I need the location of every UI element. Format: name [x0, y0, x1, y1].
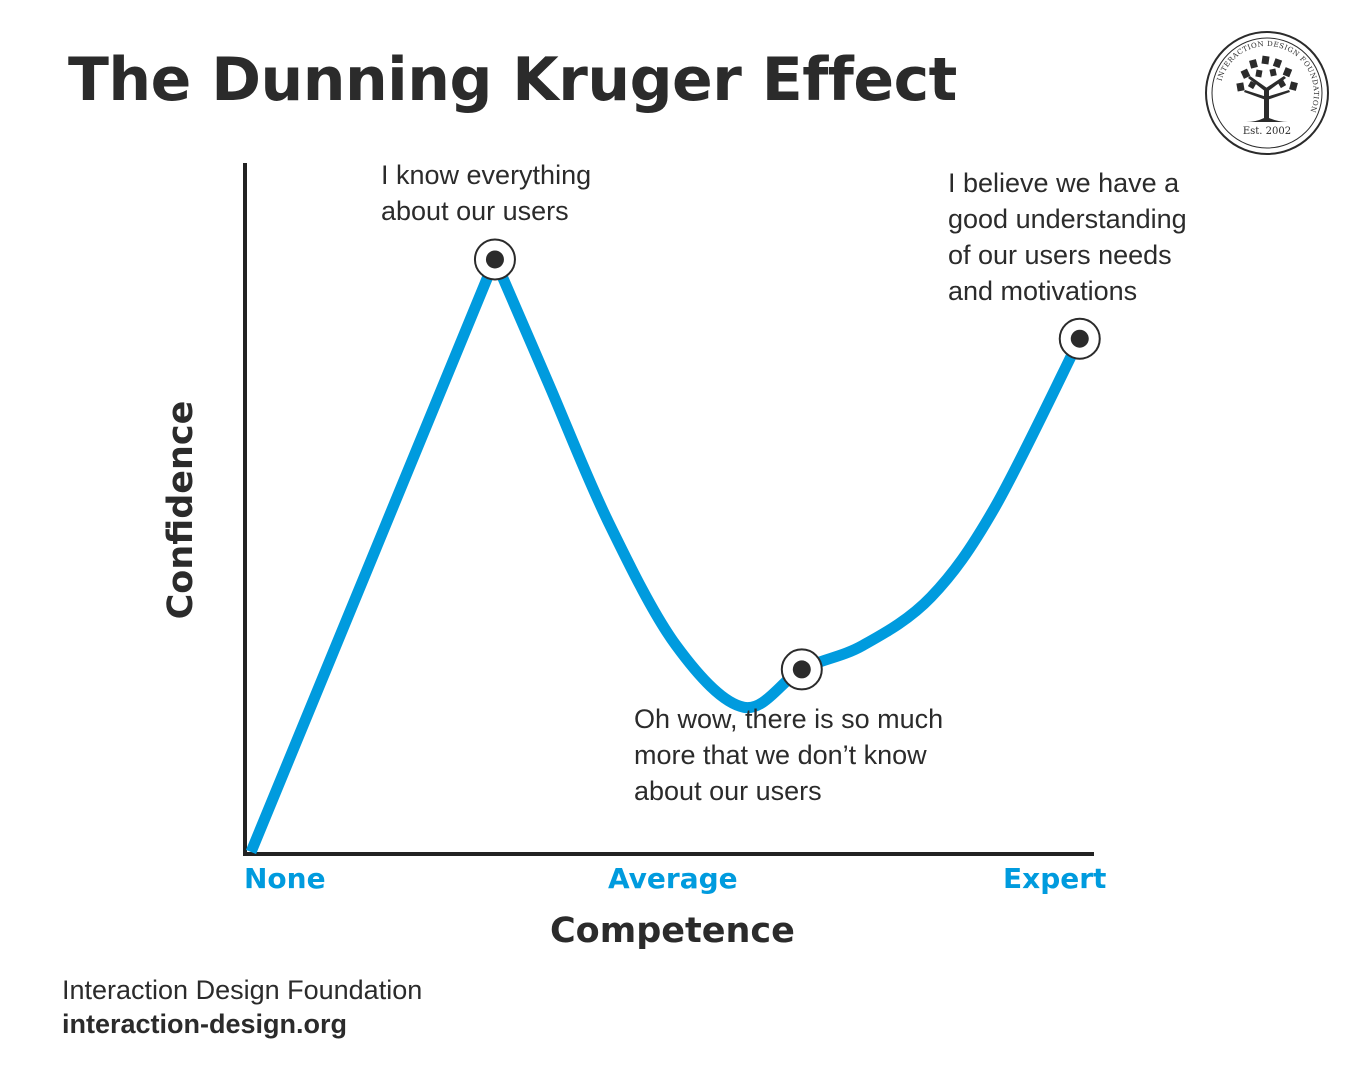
marker-dot-expert — [1070, 329, 1089, 348]
annotation-valley-line-2: more that we don’t know — [634, 740, 927, 770]
logo-est: Est. 2002 — [1243, 126, 1291, 137]
annotation-peak: I know everything about our users — [381, 157, 641, 229]
marked-points — [473, 238, 1101, 691]
annotation-valley-line-3: about our users — [634, 776, 822, 806]
annotation-expert: I believe we have a good understanding of … — [948, 165, 1228, 309]
x-tick-average: Average — [608, 862, 738, 895]
tree-icon — [1236, 55, 1298, 122]
x-axis-label: Competence — [550, 911, 795, 951]
page-title: The Dunning Kruger Effect — [68, 45, 957, 115]
marker-dot-valley — [792, 660, 811, 679]
y-axis-label: Confidence — [161, 400, 201, 620]
confidence-curve — [245, 254, 1085, 855]
annotation-peak-line-2: about our users — [381, 196, 569, 226]
footer-organization: Interaction Design Foundation — [62, 975, 423, 1005]
annotation-expert-line-4: and motivations — [948, 276, 1138, 306]
idf-logo: INTERACTION DESIGN FOUNDATION Est. 2002 — [1205, 31, 1329, 155]
annotation-expert-line-1: I believe we have a — [948, 168, 1180, 198]
annotation-expert-line-2: good understanding — [948, 204, 1187, 234]
annotation-expert-line-3: of our users needs — [948, 240, 1172, 270]
x-tick-none: None — [244, 862, 326, 895]
footer-url[interactable]: interaction-design.org — [62, 1009, 348, 1039]
annotation-valley-line-1: Oh wow, there is so much — [634, 704, 944, 734]
annotation-valley: Oh wow, there is so much more that we don… — [634, 701, 994, 809]
marker-dot-peak — [485, 250, 504, 269]
annotation-peak-line-1: I know everything — [381, 160, 592, 190]
x-tick-expert: Expert — [1003, 862, 1107, 895]
